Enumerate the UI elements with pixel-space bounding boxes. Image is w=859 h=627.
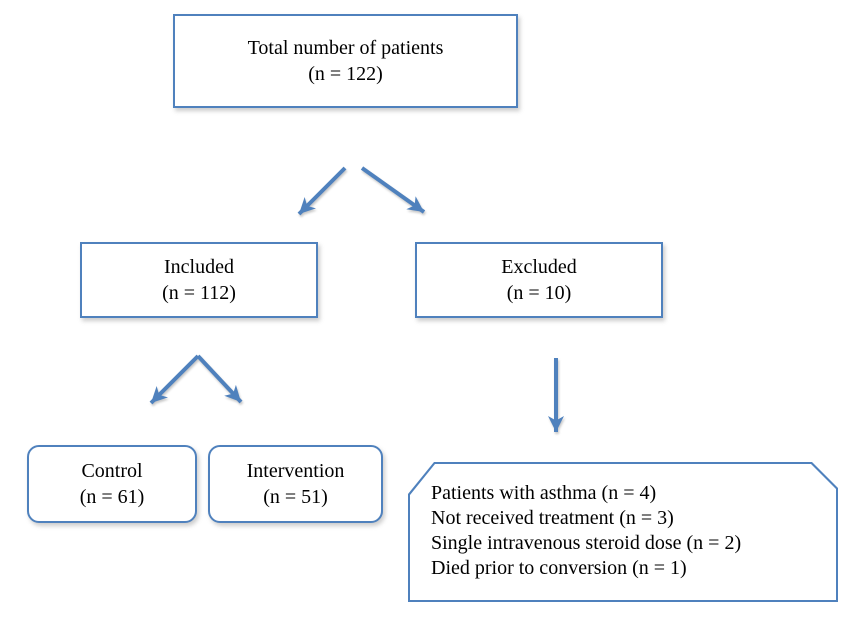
exclusion-reason-no-treatment: Not received treatment (n = 3) [431, 507, 674, 529]
box-excluded: Excluded (n = 10) [415, 242, 663, 318]
exclusion-reason-died: Died prior to conversion (n = 1) [431, 557, 687, 579]
exclusion-reason-asthma: Patients with asthma (n = 4) [431, 482, 657, 504]
box-total-line1: Total number of patients [247, 37, 444, 59]
box-total-line2: (n = 122) [308, 63, 383, 85]
box-intervention: Intervention (n = 51) [208, 445, 383, 523]
box-exclusion-reasons-body: Patients with asthma (n = 4) Not receive… [410, 464, 836, 600]
exclusion-reason-single-dose: Single intravenous steroid dose (n = 2) [431, 532, 742, 554]
box-intervention-line1: Intervention [246, 460, 345, 482]
box-control: Control (n = 61) [27, 445, 197, 523]
box-exclusion-reasons: Patients with asthma (n = 4) Not receive… [408, 462, 838, 602]
arrow-total-to-excluded [360, 166, 426, 214]
box-total-patients: Total number of patients (n = 122) [173, 14, 518, 108]
box-included-line1: Included [164, 256, 234, 278]
box-intervention-line2: (n = 51) [263, 486, 328, 508]
box-included: Included (n = 112) [80, 242, 318, 318]
arrow-total-to-included [297, 166, 347, 216]
box-excluded-line2: (n = 10) [506, 282, 572, 304]
box-control-line2: (n = 61) [79, 486, 145, 508]
box-control-line1: Control [81, 460, 143, 482]
box-included-line2: (n = 112) [162, 282, 236, 304]
box-excluded-line1: Excluded [501, 256, 577, 278]
arrow-included-to-control [149, 354, 200, 405]
arrow-included-to-intervention [196, 354, 243, 404]
